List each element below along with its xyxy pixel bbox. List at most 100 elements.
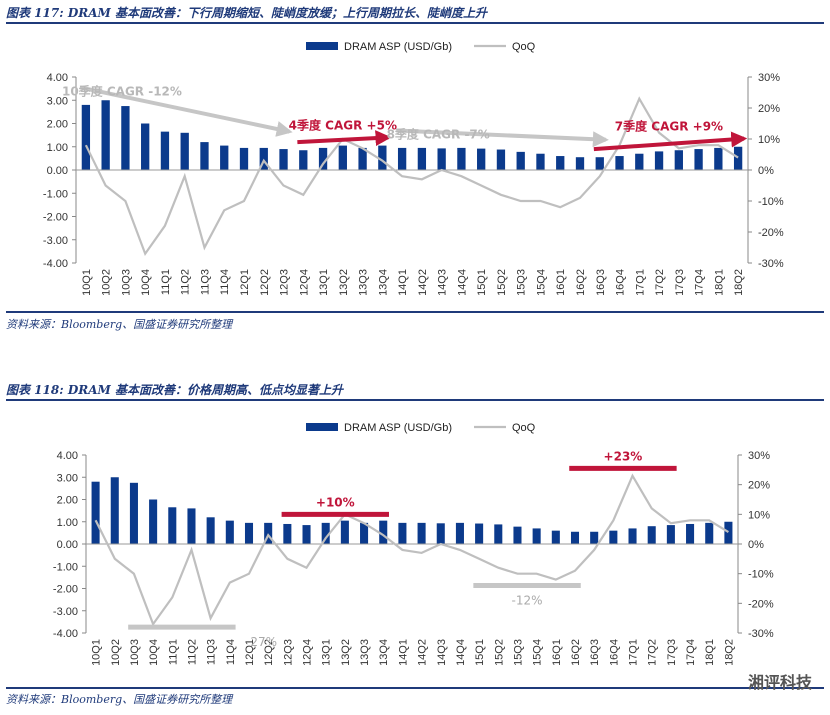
left-axis-tick-label: 1.00 — [47, 142, 68, 154]
x-tick-label: 13Q2 — [340, 639, 352, 666]
x-tick-label: 13Q3 — [358, 269, 370, 296]
asp-bar — [141, 123, 150, 170]
x-tick-label: 18Q1 — [704, 639, 716, 666]
x-tick-label: 16Q2 — [575, 269, 587, 296]
cagr-label: 10季度 CAGR -12% — [62, 83, 182, 98]
x-tick-label: 12Q2 — [259, 269, 271, 296]
left-axis-tick-label: -3.00 — [53, 606, 78, 618]
level-label: -27% — [246, 635, 277, 649]
asp-bar — [129, 482, 138, 544]
cagr-label: 8季度 CAGR -7% — [387, 126, 490, 141]
asp-bar — [628, 528, 637, 544]
asp-bar — [496, 149, 506, 170]
asp-bar — [570, 531, 580, 544]
level-label: +23% — [604, 449, 643, 463]
asp-bar — [694, 149, 703, 170]
asp-bar — [635, 153, 644, 170]
asp-bar — [299, 150, 308, 170]
asp-bar — [279, 149, 288, 170]
left-axis-tick-label: 0.00 — [47, 165, 68, 177]
right-axis-tick-label: 30% — [758, 72, 780, 84]
asp-bar — [615, 156, 624, 170]
x-tick-label: 17Q3 — [674, 269, 686, 296]
x-tick-label: 11Q4 — [225, 639, 237, 665]
cagr-arrow — [396, 128, 609, 148]
right-axis-tick-label: -10% — [758, 196, 784, 208]
right-axis-tick-label: -20% — [748, 598, 774, 610]
x-tick-label: 11Q3 — [199, 269, 211, 295]
right-axis-tick-label: 10% — [748, 509, 770, 521]
x-tick-label: 12Q4 — [302, 639, 314, 666]
asp-bar — [609, 530, 618, 544]
x-tick-label: 17Q1 — [628, 639, 640, 666]
x-tick-label: 13Q1 — [318, 269, 330, 296]
x-tick-label: 16Q1 — [555, 269, 567, 296]
x-tick-label: 15Q2 — [496, 269, 508, 296]
x-tick-label: 14Q3 — [436, 639, 448, 666]
x-tick-label: 15Q4 — [532, 639, 544, 666]
left-axis-tick-label: -2.00 — [43, 212, 68, 224]
right-axis-tick-label: 20% — [758, 103, 780, 115]
asp-bar — [595, 157, 604, 170]
right-axis-tick-label: 0% — [758, 165, 774, 177]
asp-bar — [340, 520, 349, 544]
left-axis-tick-label: 1.00 — [57, 517, 78, 529]
left-axis-tick-label: 4.00 — [57, 450, 78, 462]
x-tick-label: 14Q4 — [456, 269, 468, 296]
asp-bar — [436, 523, 445, 544]
x-tick-label: 10Q2 — [101, 269, 113, 296]
x-tick-label: 16Q1 — [551, 639, 563, 666]
asp-bar — [149, 499, 158, 544]
x-tick-label: 17Q3 — [666, 639, 678, 666]
x-tick-label: 11Q2 — [186, 639, 198, 665]
asp-bar — [437, 148, 446, 170]
legend-label-asp: DRAM ASP (USD/Gb) — [344, 41, 452, 53]
right-axis-tick-label: 30% — [748, 450, 770, 462]
x-tick-label: 15Q2 — [493, 639, 505, 666]
asp-bar — [239, 147, 249, 170]
figure-117-bottom-rule — [6, 311, 824, 313]
asp-bar — [283, 523, 292, 544]
asp-bar — [724, 521, 733, 544]
asp-bar — [206, 517, 215, 544]
asp-bar — [321, 522, 330, 544]
asp-bar — [378, 145, 387, 170]
x-tick-label: 14Q1 — [397, 269, 409, 296]
x-tick-label: 11Q3 — [206, 639, 218, 665]
asp-bar — [513, 526, 522, 544]
asp-bar — [494, 524, 503, 544]
right-axis-tick-label: -30% — [758, 258, 784, 270]
chart-118: 4.00 3.00 2.00 1.00 0.00 -1.00 -2.00 -3.00 -4.00… — [53, 422, 774, 666]
asp-bar — [358, 147, 367, 170]
asp-bar — [81, 104, 91, 170]
asp-bar — [160, 131, 170, 170]
figure-118-source: 资料来源：Bloomberg、国盛证券研究所整理 — [6, 693, 233, 706]
x-tick-label: 13Q4 — [377, 269, 389, 296]
figure-118-bottom-rule — [6, 687, 824, 689]
asp-bar — [654, 151, 664, 170]
right-axis-tick-label: -30% — [748, 628, 774, 640]
left-axis-tick-label: -2.00 — [53, 584, 78, 596]
left-axis-tick-label: -4.00 — [43, 258, 68, 270]
x-tick-label: 15Q1 — [476, 269, 488, 296]
right-axis-tick-label: 0% — [748, 539, 764, 551]
asp-bar — [666, 525, 675, 544]
legend-swatch-asp — [306, 423, 338, 431]
asp-bar — [180, 132, 189, 170]
x-tick-label: 15Q3 — [516, 269, 528, 296]
asp-bar — [91, 481, 100, 544]
asp-bar — [575, 157, 585, 170]
asp-bar — [714, 147, 723, 170]
left-axis-tick-label: -1.00 — [53, 561, 78, 573]
x-tick-label: 15Q4 — [535, 269, 547, 296]
x-tick-label: 14Q4 — [455, 639, 467, 666]
asp-bar — [397, 147, 407, 170]
figure-117-source: 资料来源：Bloomberg、国盛证券研究所整理 — [6, 318, 233, 331]
x-tick-label: 12Q1 — [239, 269, 251, 296]
asp-bar — [590, 531, 599, 544]
cagr-arrow — [79, 85, 293, 137]
x-tick-label: 12Q3 — [282, 639, 294, 666]
x-tick-label: 16Q4 — [608, 639, 620, 666]
right-axis-tick-label: 20% — [748, 480, 770, 492]
x-tick-label: 12Q1 — [244, 639, 256, 666]
